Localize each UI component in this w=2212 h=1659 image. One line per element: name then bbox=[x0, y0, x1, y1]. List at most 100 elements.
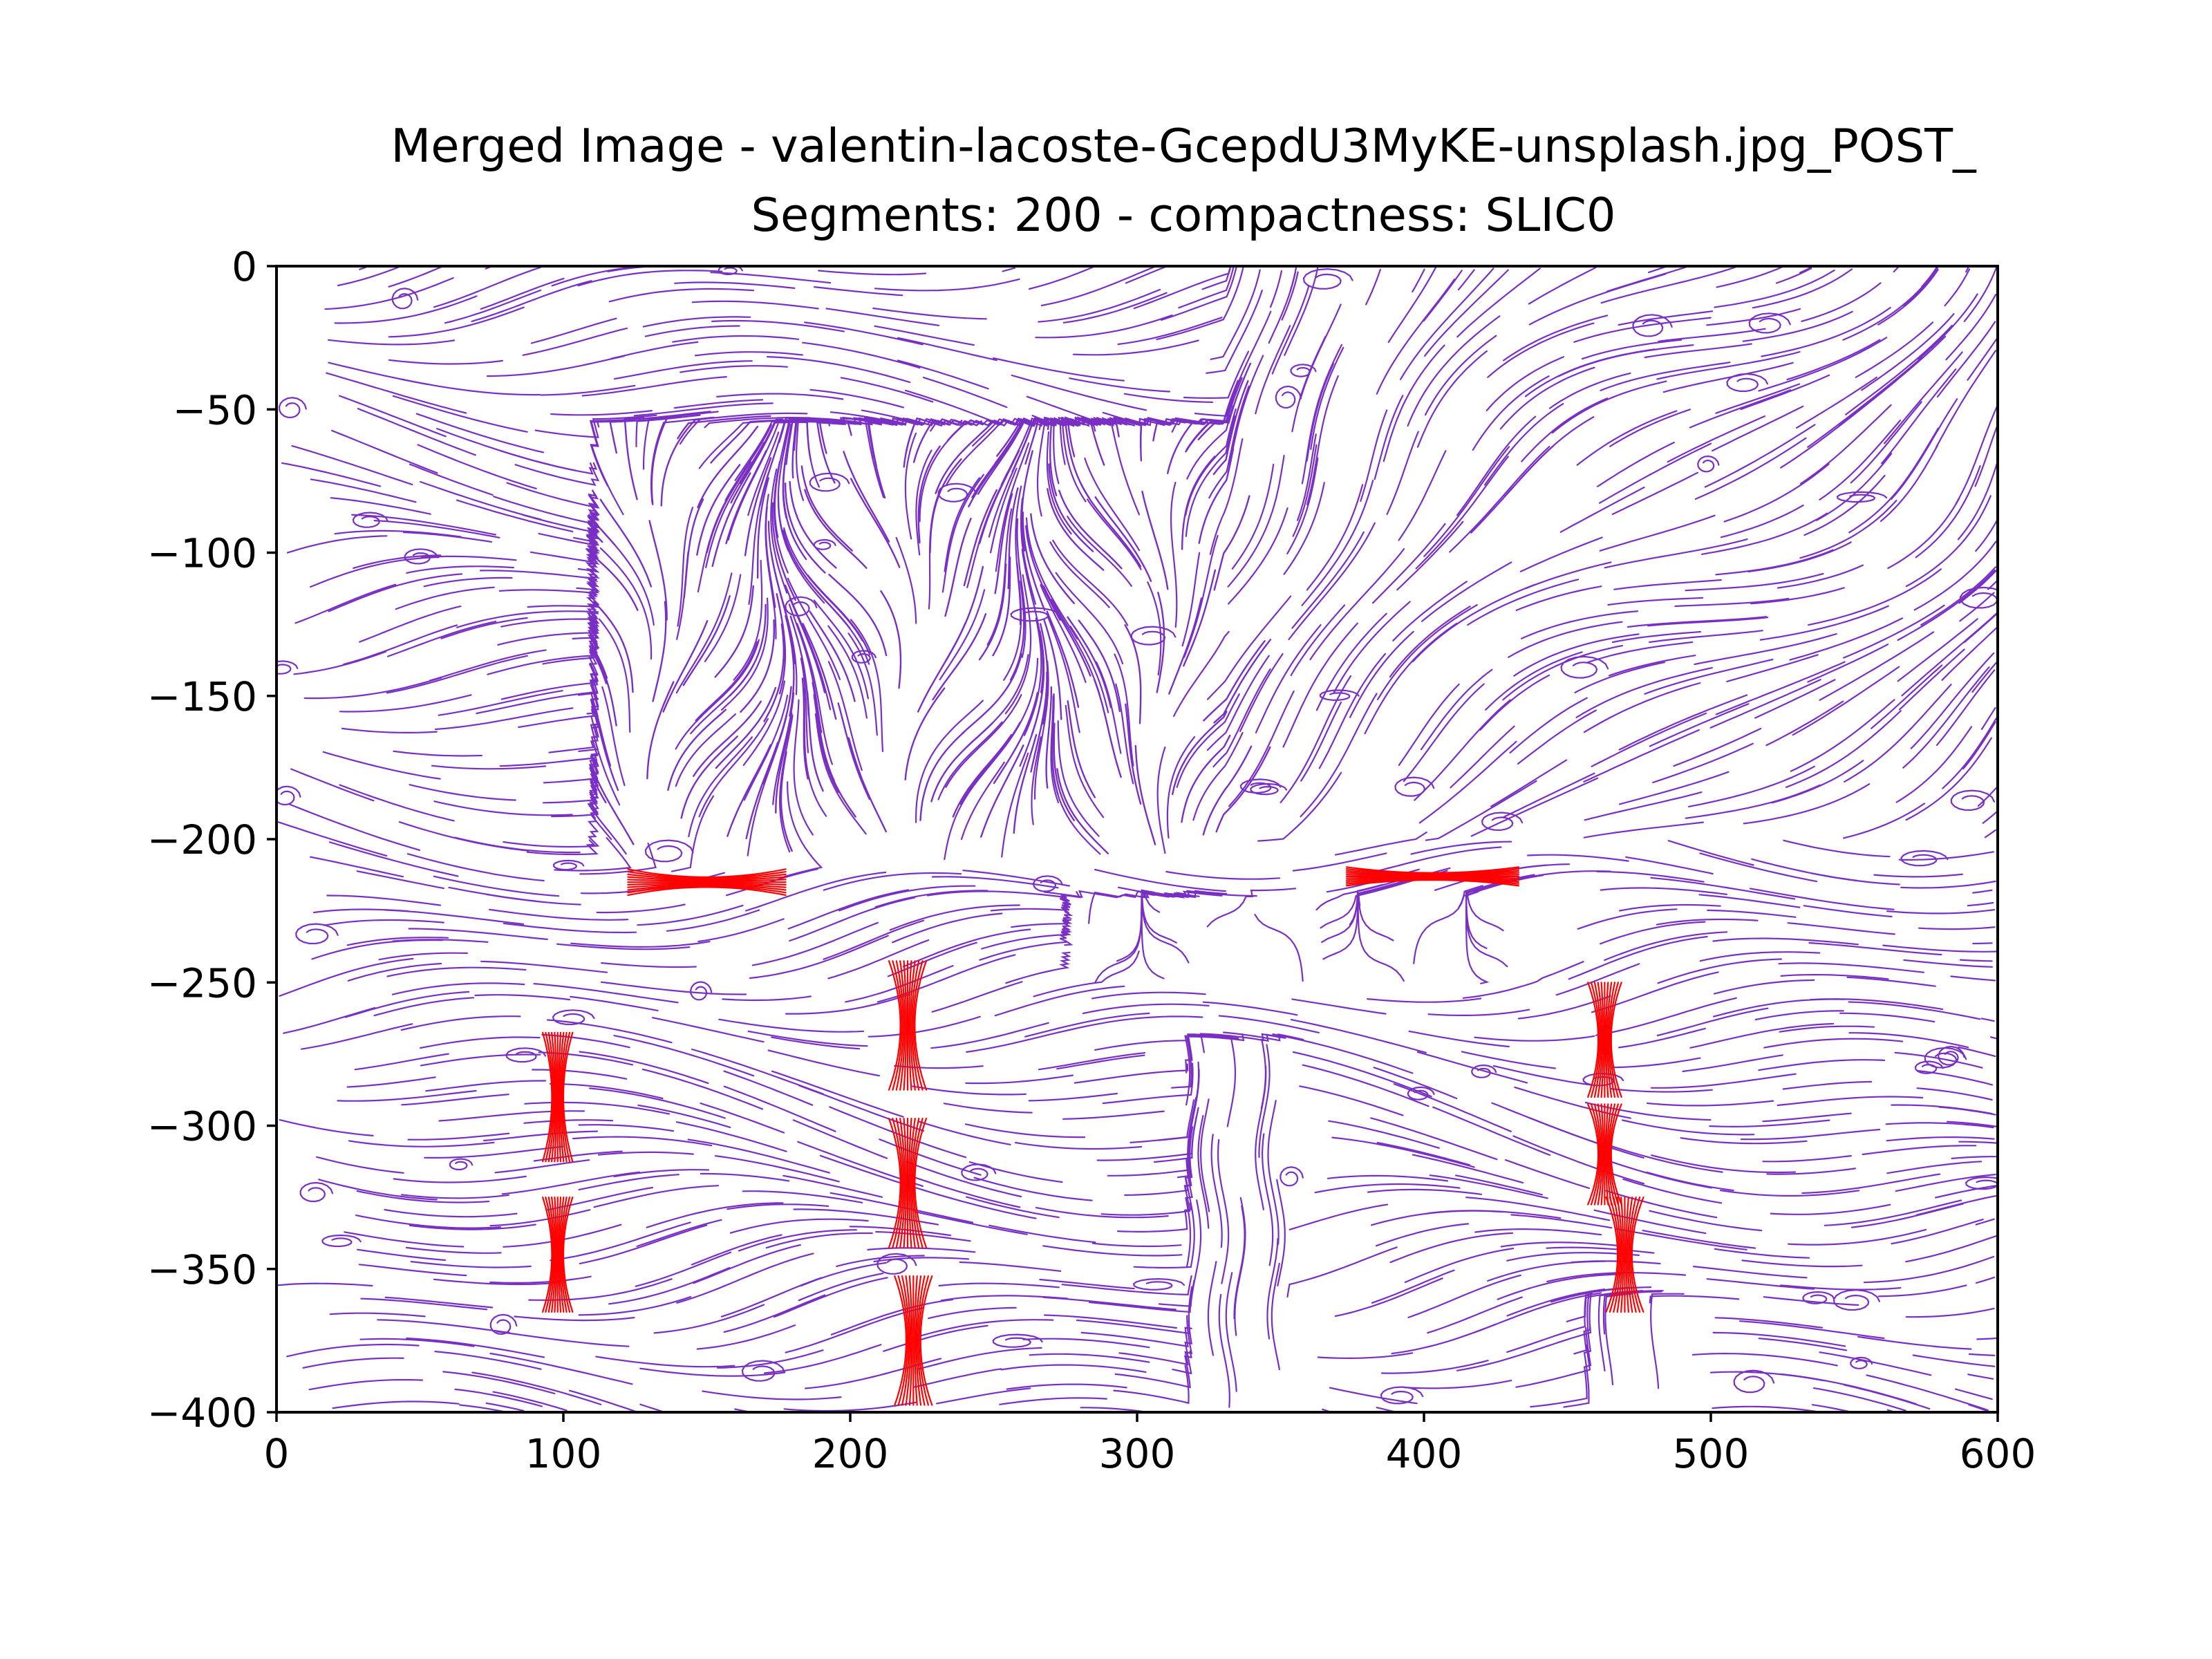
highlight-streamline bbox=[627, 876, 787, 881]
streamline bbox=[417, 444, 537, 489]
streamline bbox=[784, 482, 826, 574]
streamline bbox=[593, 601, 634, 693]
streamline bbox=[722, 995, 812, 1002]
streamline bbox=[1166, 736, 1196, 839]
streamline bbox=[639, 1367, 786, 1377]
streamline bbox=[1647, 617, 1769, 627]
streamline bbox=[1843, 604, 1945, 659]
streamline bbox=[1000, 1364, 1147, 1373]
streamline bbox=[1812, 1387, 1906, 1412]
streamline bbox=[959, 722, 1021, 805]
streamline bbox=[388, 306, 525, 338]
highlight-streamline bbox=[899, 960, 906, 1091]
highlight-streamline bbox=[915, 1275, 922, 1406]
streamline bbox=[1485, 356, 1565, 411]
streamline-eddy bbox=[1280, 1166, 1304, 1187]
streamline bbox=[1803, 474, 1886, 536]
streamline bbox=[912, 418, 982, 463]
streamline bbox=[994, 985, 1125, 1017]
streamline bbox=[1288, 522, 1376, 641]
highlight-streamline bbox=[547, 1197, 555, 1313]
highlight-streamline bbox=[1587, 1103, 1600, 1206]
streamline bbox=[1758, 337, 1888, 392]
streamline bbox=[1038, 288, 1161, 323]
streamline-eddy bbox=[1632, 314, 1673, 337]
streamline bbox=[1971, 662, 1997, 693]
streamline bbox=[1658, 328, 1766, 342]
streamline bbox=[1600, 921, 1706, 945]
streamline bbox=[1117, 317, 1223, 346]
streamline bbox=[1521, 610, 1639, 639]
streamline bbox=[1156, 746, 1166, 854]
highlight-streamline bbox=[914, 1118, 928, 1248]
streamline bbox=[1046, 431, 1072, 535]
streamline-eddy bbox=[961, 1163, 997, 1181]
streamline bbox=[906, 1161, 1022, 1198]
streamline bbox=[1100, 1159, 1192, 1216]
streamline bbox=[1945, 294, 1997, 361]
streamline bbox=[1213, 495, 1250, 591]
streamline bbox=[1365, 268, 1381, 306]
streamline bbox=[1082, 1003, 1210, 1015]
streamline bbox=[434, 1351, 542, 1370]
streamline bbox=[1271, 1262, 1280, 1371]
y-tick-label: −150 bbox=[147, 673, 257, 720]
streamline bbox=[1310, 346, 1344, 450]
streamline bbox=[339, 694, 472, 713]
streamline bbox=[1955, 404, 1998, 505]
streamline bbox=[337, 266, 400, 287]
streamline bbox=[276, 1282, 373, 1287]
streamline bbox=[1015, 1141, 1143, 1150]
highlight-streamline bbox=[908, 1275, 913, 1406]
highlight-streamline bbox=[1629, 1197, 1641, 1313]
streamline bbox=[359, 1338, 475, 1347]
streamline bbox=[590, 697, 619, 791]
streamline bbox=[694, 351, 803, 357]
streamline bbox=[1568, 935, 1708, 980]
streamline bbox=[1374, 395, 1404, 480]
streamline bbox=[917, 1347, 1042, 1371]
x-tick-label: 100 bbox=[525, 1430, 602, 1477]
streamline-eddy bbox=[1033, 875, 1063, 892]
streamline bbox=[1982, 810, 1998, 824]
streamline bbox=[1918, 293, 1978, 360]
highlight-streamline bbox=[559, 1031, 565, 1163]
streamline bbox=[875, 1230, 971, 1242]
streamline bbox=[791, 420, 841, 479]
streamline bbox=[1963, 612, 1998, 644]
highlight-streamline bbox=[1628, 1197, 1637, 1313]
streamline bbox=[393, 1175, 527, 1183]
streamline bbox=[1667, 840, 1754, 866]
streamline bbox=[401, 1194, 509, 1199]
streamline bbox=[1299, 1085, 1404, 1116]
highlight-streamline bbox=[1345, 870, 1519, 875]
streamline bbox=[724, 424, 772, 501]
streamline bbox=[1976, 1337, 1997, 1340]
streamline bbox=[1030, 513, 1075, 604]
streamline bbox=[1754, 1010, 1844, 1021]
streamline bbox=[1474, 1035, 1595, 1042]
streamline bbox=[1895, 1174, 1996, 1192]
streamline bbox=[770, 468, 788, 594]
streamline-eddy bbox=[552, 1009, 595, 1026]
streamline bbox=[1968, 1353, 1996, 1356]
streamline bbox=[700, 1103, 785, 1134]
streamline bbox=[1016, 518, 1027, 658]
streamline bbox=[1819, 631, 1935, 701]
streamline-eddy bbox=[1407, 1086, 1435, 1100]
streamline bbox=[696, 464, 741, 556]
streamline bbox=[599, 547, 653, 660]
streamline bbox=[1201, 268, 1231, 290]
streamline bbox=[577, 270, 723, 287]
streamline bbox=[595, 1356, 735, 1368]
streamline bbox=[1039, 1278, 1135, 1290]
streamline bbox=[346, 937, 449, 946]
streamline bbox=[1223, 1031, 1304, 1042]
streamline bbox=[433, 875, 560, 897]
streamline bbox=[830, 411, 964, 427]
streamline bbox=[1096, 661, 1122, 754]
streamline bbox=[771, 1070, 904, 1118]
streamline bbox=[474, 994, 571, 1001]
streamline bbox=[354, 1053, 449, 1071]
highlight-streamline bbox=[910, 1118, 916, 1248]
